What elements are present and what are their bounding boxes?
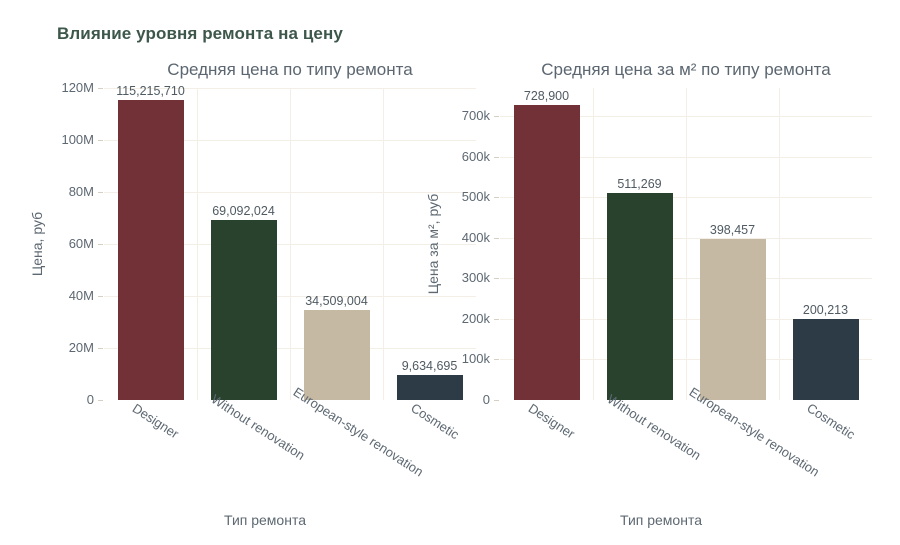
bar-value-label: 69,092,024 bbox=[212, 204, 275, 219]
y-tick-label: 500k bbox=[461, 189, 490, 205]
x-axis-title: Тип ремонта bbox=[224, 512, 306, 528]
y-tick-mark bbox=[494, 400, 499, 401]
page-title: Влияние уровня ремонта на цену bbox=[57, 24, 343, 44]
y-tick-label: 80M bbox=[68, 184, 94, 199]
y-axis-title: Цена, руб bbox=[29, 211, 45, 277]
bar-value-label: 34,509,004 bbox=[305, 294, 368, 309]
y-tick-mark bbox=[98, 244, 103, 245]
bar-value-label: 728,900 bbox=[523, 88, 570, 103]
chart-title: Средняя цена за м² по типу ремонта bbox=[541, 60, 831, 79]
gridline-vertical bbox=[290, 88, 291, 400]
gridline-vertical bbox=[686, 88, 687, 400]
gridline-vertical bbox=[593, 88, 594, 400]
chart-title: Средняя цена по типу ремонта bbox=[167, 60, 413, 79]
y-tick-mark bbox=[98, 400, 103, 401]
y-tick-mark bbox=[494, 116, 499, 118]
gridline-vertical bbox=[383, 88, 384, 400]
bar-value-label: 398,457 bbox=[709, 222, 756, 237]
gridline-vertical bbox=[779, 88, 780, 400]
y-axis-title: Цена за м², руб bbox=[425, 193, 441, 295]
y-tick-mark bbox=[494, 359, 499, 361]
y-tick-label: 700k bbox=[461, 108, 490, 124]
bar-value-label: 511,269 bbox=[617, 176, 662, 191]
bar-cosmetic bbox=[396, 374, 463, 400]
x-axis-title: Тип ремонта bbox=[620, 512, 702, 528]
y-tick-mark bbox=[98, 192, 103, 193]
y-tick-mark bbox=[494, 278, 499, 280]
bar-european-style-renovation bbox=[699, 238, 766, 400]
y-tick-label: 100M bbox=[61, 132, 94, 147]
y-tick-label: 300k bbox=[461, 270, 490, 286]
y-tick-mark bbox=[494, 156, 499, 158]
x-tick-label: Designer bbox=[129, 400, 182, 442]
x-tick-label: Without renovation bbox=[208, 391, 308, 463]
y-tick-mark bbox=[494, 197, 499, 199]
bar-value-label: 9,634,695 bbox=[401, 358, 458, 373]
bar-european-style-renovation bbox=[303, 310, 370, 400]
y-tick-mark bbox=[98, 348, 103, 349]
y-tick-label: 400k bbox=[461, 229, 490, 245]
y-tick-label: 100k bbox=[461, 351, 490, 367]
bar-without-renovation bbox=[210, 220, 277, 400]
y-tick-mark bbox=[98, 88, 103, 89]
y-tick-label: 0 bbox=[86, 392, 94, 407]
y-tick-mark bbox=[494, 318, 499, 320]
y-tick-mark bbox=[98, 140, 103, 141]
y-tick-label: 200k bbox=[461, 310, 490, 326]
y-tick-mark bbox=[98, 296, 103, 297]
y-tick-label: 40M bbox=[68, 288, 94, 303]
bar-value-label: 200,213 bbox=[802, 302, 849, 317]
bar-without-renovation bbox=[606, 192, 673, 400]
bar-designer bbox=[513, 104, 580, 400]
y-tick-label: 20M bbox=[68, 340, 94, 355]
bar-designer bbox=[117, 100, 184, 400]
y-tick-mark bbox=[494, 237, 499, 239]
bar-cosmetic bbox=[792, 318, 859, 400]
x-tick-label: Cosmetic bbox=[803, 400, 858, 443]
y-tick-label: 600k bbox=[461, 148, 490, 164]
x-tick-label: Without renovation bbox=[604, 391, 704, 463]
y-tick-label: 120M bbox=[61, 80, 94, 95]
y-tick-label: 0 bbox=[482, 392, 490, 407]
gridline-vertical bbox=[197, 88, 198, 400]
x-tick-label: Designer bbox=[525, 400, 578, 442]
bar-value-label: 115,215,710 bbox=[116, 84, 185, 99]
y-tick-label: 60M bbox=[68, 236, 94, 251]
